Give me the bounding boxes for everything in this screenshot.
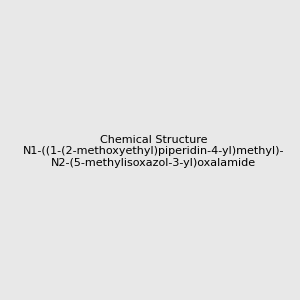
Text: Chemical Structure
N1-((1-(2-methoxyethyl)piperidin-4-yl)methyl)-
N2-(5-methylis: Chemical Structure N1-((1-(2-methoxyethy…	[23, 135, 284, 168]
